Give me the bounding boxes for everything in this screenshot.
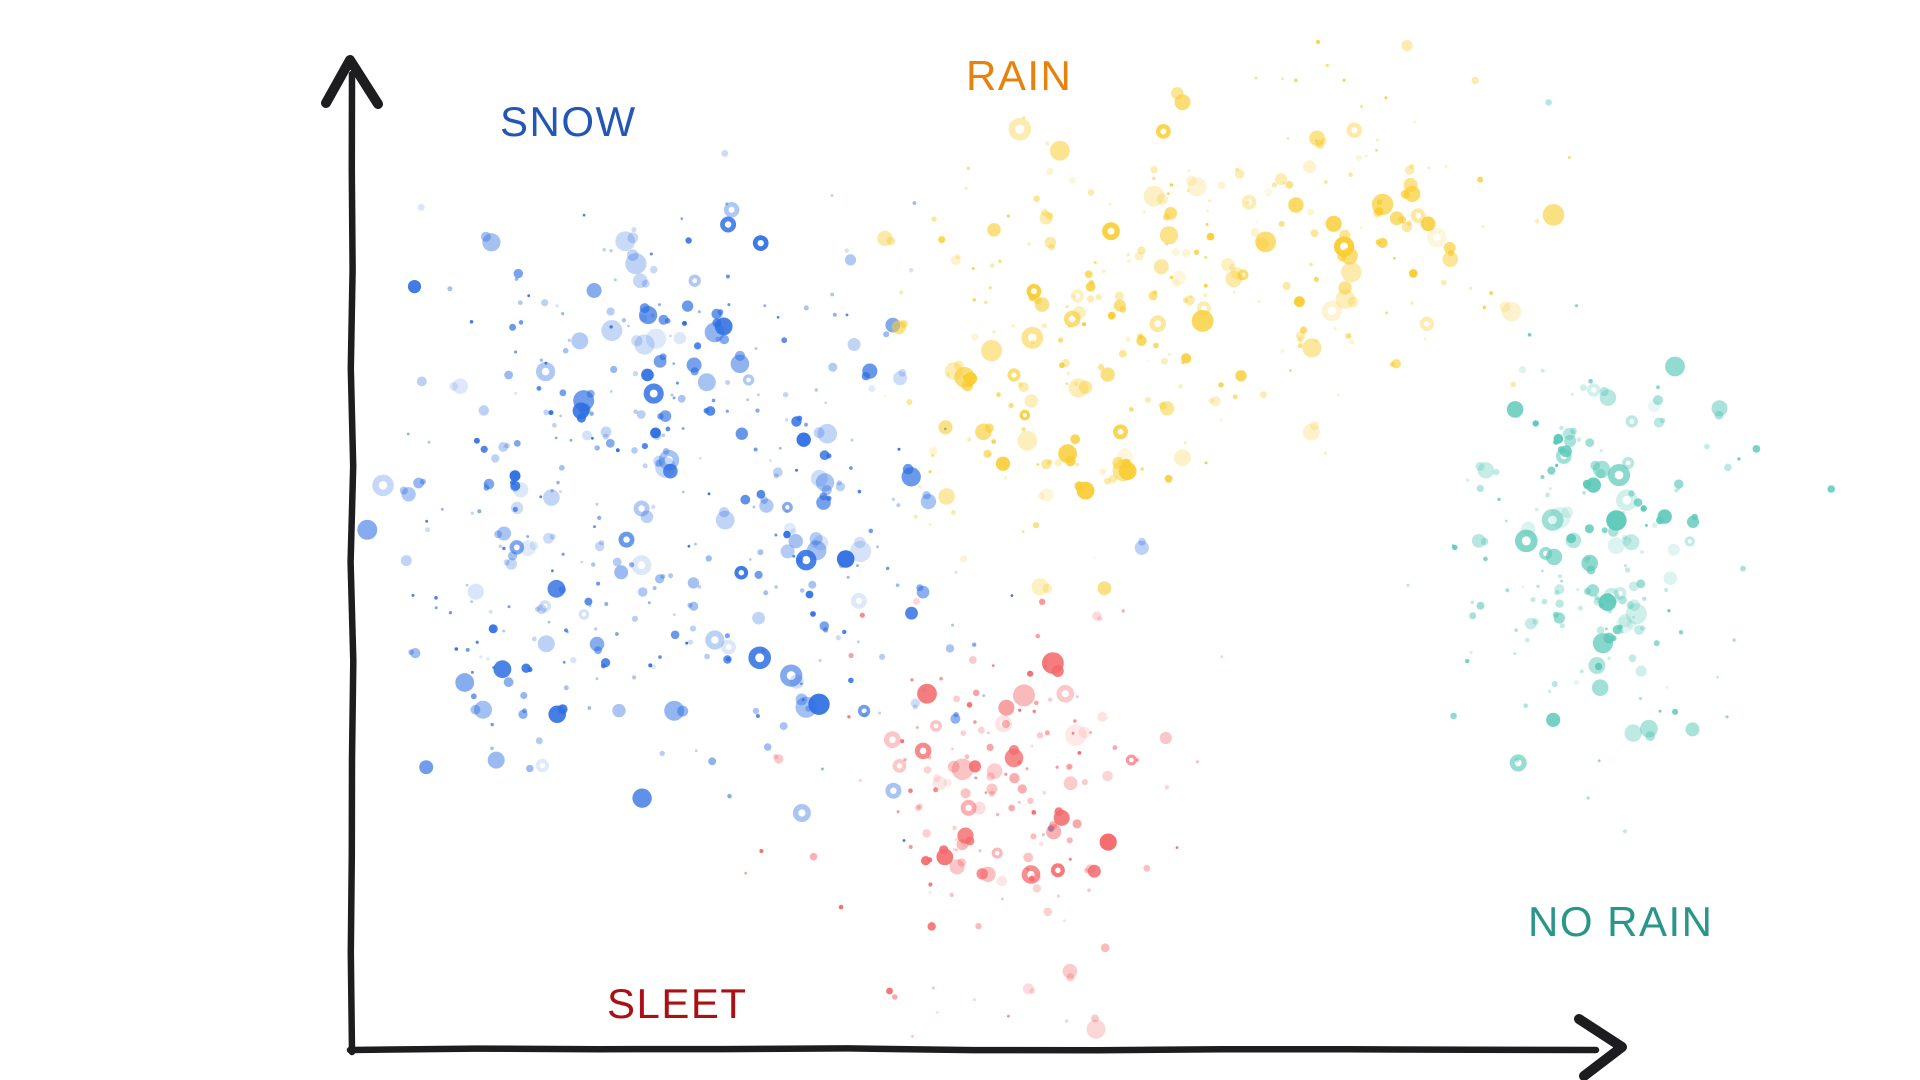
cluster-points-sleet [744,597,1224,1039]
x-axis-arrowhead [1574,1014,1627,1080]
cluster-label-sleet: SLEET [607,980,748,1027]
y-axis [347,70,357,1056]
axes-layer [321,55,1627,1080]
y-axis-arrowhead [321,55,383,109]
cluster-label-snow: SNOW [500,98,637,145]
cluster-points-layer [357,39,1835,1039]
cluster-points-no_rain [1406,99,1835,834]
cluster-points-snow [357,149,1149,842]
x-axis [346,1045,1600,1054]
cluster-label-no-rain: NO RAIN [1528,898,1714,945]
cluster-label-rain: RAIN [966,52,1073,99]
cluster-points-rain [877,39,1571,596]
